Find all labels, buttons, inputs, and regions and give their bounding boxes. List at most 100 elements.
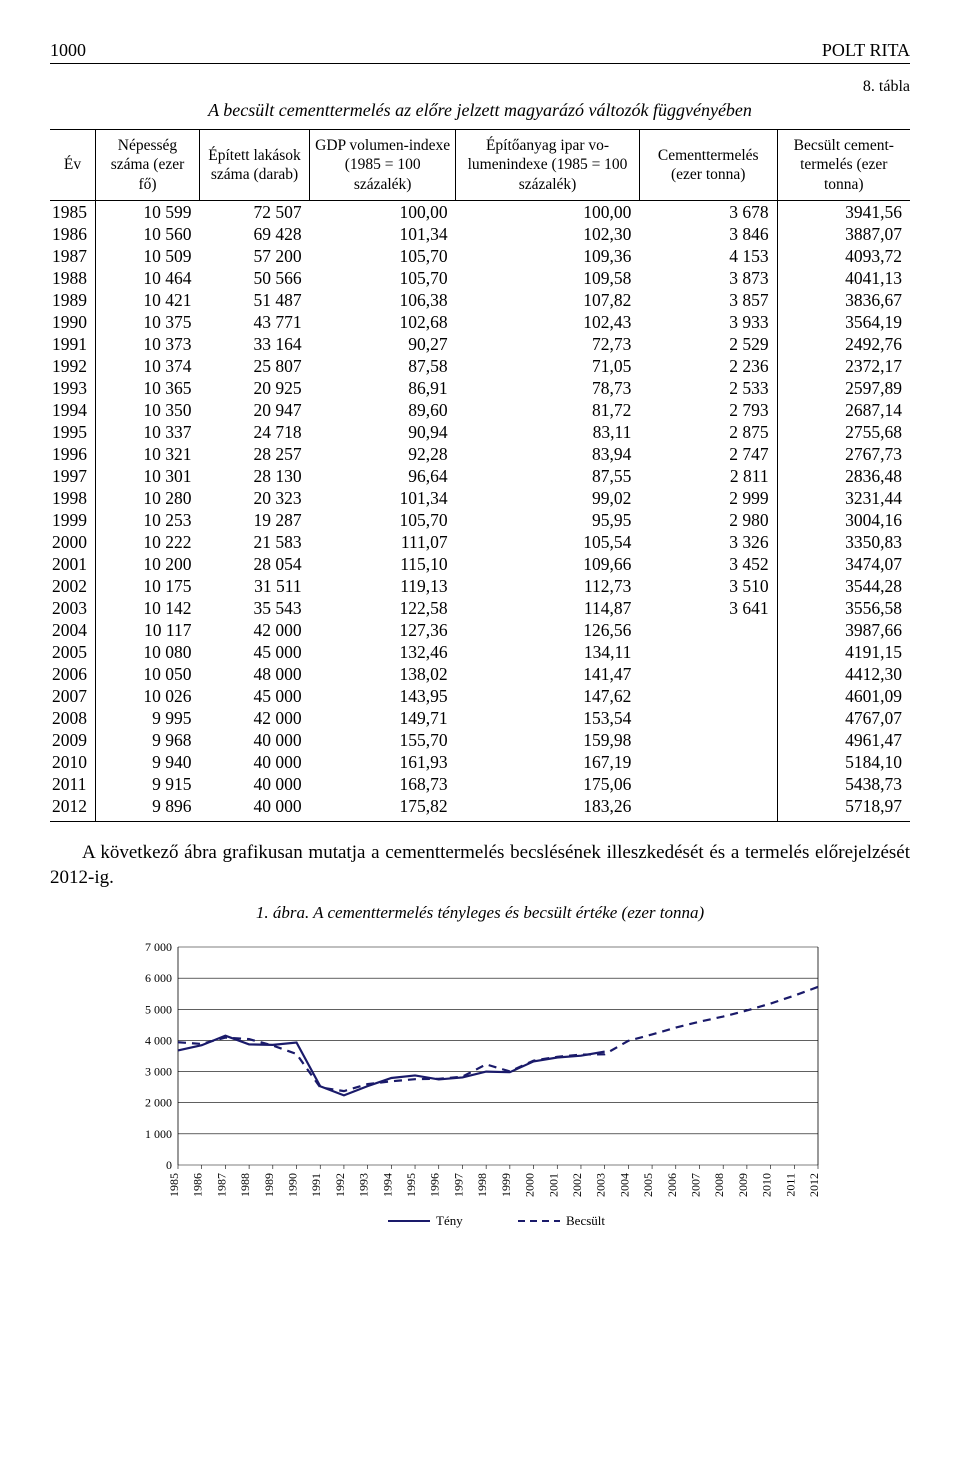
table-row: 198810 46450 566105,70109,583 8734041,13 (50, 267, 910, 289)
table-cell: 10 375 (96, 311, 200, 333)
table-cell: 1993 (50, 377, 96, 399)
table-cell: 42 000 (199, 707, 309, 729)
table-row: 199410 35020 94789,6081,722 7932687,14 (50, 399, 910, 421)
table-cell: 1998 (50, 487, 96, 509)
svg-text:1985: 1985 (167, 1173, 181, 1197)
table-cell: 83,94 (456, 443, 640, 465)
table-row: 198710 50957 200105,70109,364 1534093,72 (50, 245, 910, 267)
table-cell: 4767,07 (777, 707, 910, 729)
table-cell: 4601,09 (777, 685, 910, 707)
table-cell: 126,56 (456, 619, 640, 641)
table-cell (639, 751, 777, 773)
table-cell: 2002 (50, 575, 96, 597)
table-row: 199810 28020 323101,3499,022 9993231,44 (50, 487, 910, 509)
table-cell: 10 301 (96, 465, 200, 487)
table-cell: 40 000 (199, 729, 309, 751)
table-cell: 35 543 (199, 597, 309, 619)
table-cell: 2003 (50, 597, 96, 619)
table-cell: 28 054 (199, 553, 309, 575)
table-row: 20129 89640 000175,82183,265718,97 (50, 795, 910, 821)
table-cell: 1994 (50, 399, 96, 421)
table-cell: 2010 (50, 751, 96, 773)
table-cell: 31 511 (199, 575, 309, 597)
svg-text:1987: 1987 (214, 1173, 228, 1197)
table-row: 200210 17531 511119,13112,733 5103544,28 (50, 575, 910, 597)
svg-text:2009: 2009 (736, 1173, 750, 1197)
table-cell: 2004 (50, 619, 96, 641)
table-cell: 2009 (50, 729, 96, 751)
table-cell: 109,58 (456, 267, 640, 289)
table-cell: 3836,67 (777, 289, 910, 311)
table-cell: 109,66 (456, 553, 640, 575)
table-cell: 1985 (50, 201, 96, 224)
svg-text:2012: 2012 (807, 1173, 821, 1197)
table-cell: 10 337 (96, 421, 200, 443)
table-cell: 114,87 (456, 597, 640, 619)
table-cell: 2767,73 (777, 443, 910, 465)
svg-text:1997: 1997 (451, 1173, 465, 1197)
table-cell: 149,71 (310, 707, 456, 729)
table-row: 199210 37425 80787,5871,052 2362372,17 (50, 355, 910, 377)
table-cell: 3 510 (639, 575, 777, 597)
line-chart: 01 0002 0003 0004 0005 0006 0007 0001985… (120, 935, 840, 1235)
table-cell: 92,28 (310, 443, 456, 465)
table-cell: 122,58 (310, 597, 456, 619)
table-cell: 2 747 (639, 443, 777, 465)
table-cell: 100,00 (310, 201, 456, 224)
svg-text:1989: 1989 (262, 1173, 276, 1197)
table-cell: 3887,07 (777, 223, 910, 245)
table-cell: 28 257 (199, 443, 309, 465)
table-row: 200010 22221 583111,07105,543 3263350,83 (50, 531, 910, 553)
table-cell: 40 000 (199, 795, 309, 821)
table-cell: 106,38 (310, 289, 456, 311)
table-cell: 10 509 (96, 245, 200, 267)
table-cell: 4412,30 (777, 663, 910, 685)
table-cell: 25 807 (199, 355, 309, 377)
table-cell: 1990 (50, 311, 96, 333)
table-cell: 168,73 (310, 773, 456, 795)
table-cell: 4191,15 (777, 641, 910, 663)
table-cell: 127,36 (310, 619, 456, 641)
table-row: 200310 14235 543122,58114,873 6413556,58 (50, 597, 910, 619)
table-cell: 102,30 (456, 223, 640, 245)
svg-text:1994: 1994 (380, 1173, 394, 1197)
table-cell: 9 896 (96, 795, 200, 821)
table-row: 199010 37543 771102,68102,433 9333564,19 (50, 311, 910, 333)
svg-text:1993: 1993 (357, 1173, 371, 1197)
table-cell: 10 050 (96, 663, 200, 685)
column-header: Év (50, 130, 96, 201)
svg-text:2010: 2010 (760, 1173, 774, 1197)
table-cell: 40 000 (199, 751, 309, 773)
table-cell: 132,46 (310, 641, 456, 663)
column-header: Építőanyag ipar vo-lumenindexe (1985 = 1… (456, 130, 640, 201)
table-row: 200510 08045 000132,46134,114191,15 (50, 641, 910, 663)
table-cell: 21 583 (199, 531, 309, 553)
table-label: 8. tábla (50, 78, 910, 96)
table-cell: 119,13 (310, 575, 456, 597)
svg-text:6 000: 6 000 (145, 971, 172, 985)
table-cell: 105,70 (310, 245, 456, 267)
table-cell: 175,82 (310, 795, 456, 821)
table-cell: 2012 (50, 795, 96, 821)
table-row: 198910 42151 487106,38107,823 8573836,67 (50, 289, 910, 311)
table-cell: 100,00 (456, 201, 640, 224)
table-cell: 138,02 (310, 663, 456, 685)
table-cell (639, 729, 777, 751)
table-cell: 20 925 (199, 377, 309, 399)
table-cell: 2000 (50, 531, 96, 553)
table-cell (639, 707, 777, 729)
table-cell: 4 153 (639, 245, 777, 267)
table-cell: 3564,19 (777, 311, 910, 333)
table-cell: 105,70 (310, 267, 456, 289)
table-cell: 105,54 (456, 531, 640, 553)
table-cell: 86,91 (310, 377, 456, 399)
table-cell: 83,11 (456, 421, 640, 443)
table-cell: 10 222 (96, 531, 200, 553)
table-cell: 101,34 (310, 223, 456, 245)
table-cell: 10 142 (96, 597, 200, 619)
table-cell: 143,95 (310, 685, 456, 707)
table-cell: 153,54 (456, 707, 640, 729)
table-cell: 111,07 (310, 531, 456, 553)
table-cell: 2 875 (639, 421, 777, 443)
body-paragraph: A következő ábra grafikusan mutatja a ce… (50, 840, 910, 891)
